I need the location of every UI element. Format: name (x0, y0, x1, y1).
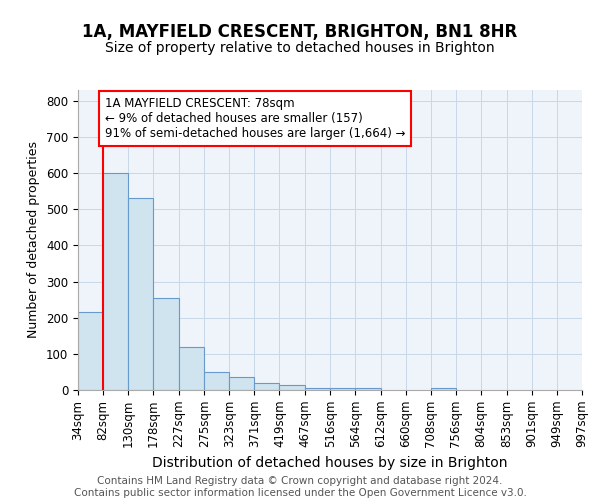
Bar (204, 372, 229, 390)
Bar (254, 383, 280, 390)
Bar (229, 378, 254, 390)
Bar (431, 388, 456, 390)
Text: Size of property relative to detached houses in Brighton: Size of property relative to detached ho… (105, 41, 495, 55)
Bar (355, 388, 380, 390)
X-axis label: Distribution of detached houses by size in Brighton: Distribution of detached houses by size … (152, 456, 508, 469)
Bar (280, 384, 305, 390)
Bar (330, 388, 355, 390)
Y-axis label: Number of detached properties: Number of detached properties (28, 142, 40, 338)
Bar (128, 198, 154, 390)
Text: Contains HM Land Registry data © Crown copyright and database right 2024.
Contai: Contains HM Land Registry data © Crown c… (74, 476, 526, 498)
Bar (78, 312, 103, 390)
Text: 1A, MAYFIELD CRESCENT, BRIGHTON, BN1 8HR: 1A, MAYFIELD CRESCENT, BRIGHTON, BN1 8HR (82, 22, 518, 40)
Bar (305, 388, 330, 390)
Bar (103, 173, 128, 390)
Bar (179, 348, 204, 390)
Bar (154, 298, 179, 390)
Text: 1A MAYFIELD CRESCENT: 78sqm
← 9% of detached houses are smaller (157)
91% of sem: 1A MAYFIELD CRESCENT: 78sqm ← 9% of deta… (104, 97, 405, 140)
